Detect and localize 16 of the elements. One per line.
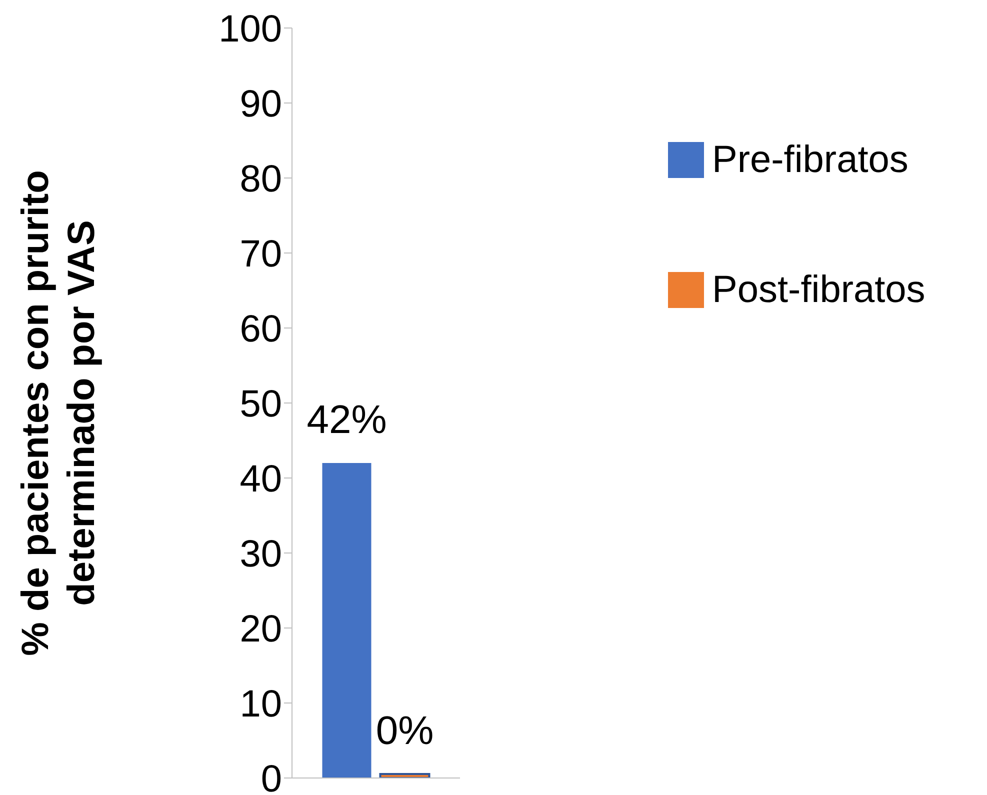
y-tick-label: 20 [240,608,282,650]
y-tick-label: 40 [240,458,282,500]
y-tick-label: 10 [240,683,282,726]
y-tick-label: 30 [240,533,282,576]
y-tick-label: 80 [240,158,282,200]
data-label: 42% [306,398,387,442]
y-tick-label: 90 [240,83,282,126]
legend-label: Pre-fibratos [712,138,908,182]
data-label: 0% [376,709,434,753]
y-tick-label: 60 [240,308,282,350]
y-tick-label: 50 [240,383,282,426]
y-tick-label: 0 [260,758,282,795]
y-axis-title: % de pacientes con prurito determinado por VAS [15,170,103,656]
y-tick-label: 70 [240,233,282,276]
y-tick-label: 100 [218,8,282,50]
legend-label: Post-fibratos [712,268,926,312]
